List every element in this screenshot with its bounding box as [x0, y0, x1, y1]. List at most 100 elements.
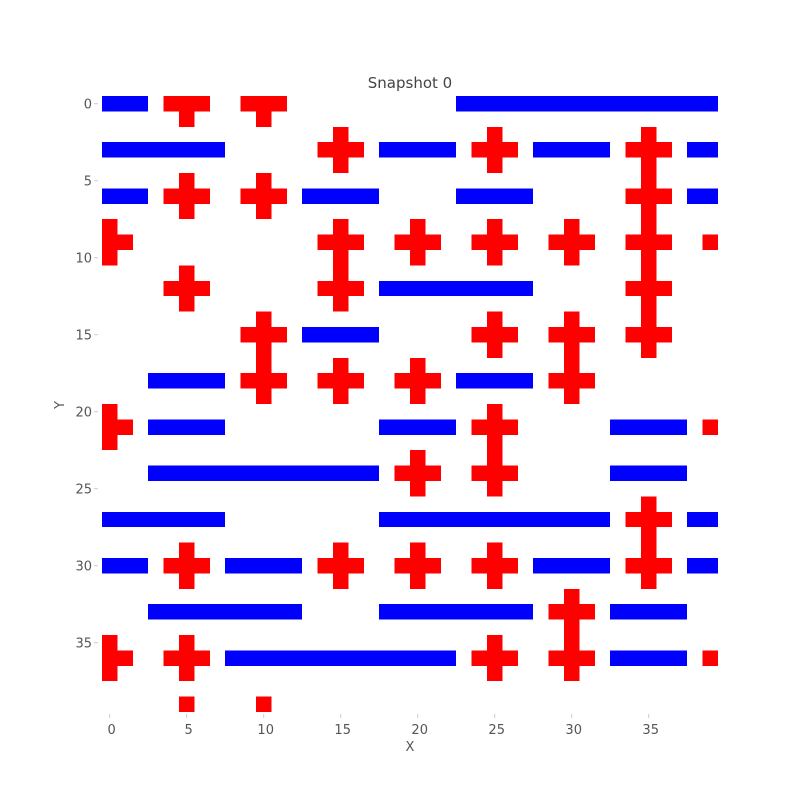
vertical-segment — [179, 96, 195, 127]
vertical-segment — [179, 696, 195, 712]
y-axis-ticks: 0 5 10 15 20 25 30 35 — [75, 98, 98, 652]
horizontal-segment — [610, 650, 688, 666]
y-tick-label: 30 — [75, 560, 92, 575]
vertical-segment — [102, 404, 118, 451]
vertical-segment — [410, 219, 426, 266]
vertical-segment — [410, 542, 426, 589]
vertical-segment — [102, 219, 118, 266]
cross-arm-cell — [240, 373, 256, 389]
horizontal-segment — [456, 96, 718, 112]
cross-arm-cell — [502, 234, 518, 250]
x-axis-label: X — [406, 740, 415, 755]
cross-arm-cell — [471, 650, 487, 666]
cross-arm-cell — [394, 234, 410, 250]
cross-arm-cell — [579, 650, 595, 666]
horizontal-segment — [302, 188, 380, 204]
vertical-segment — [102, 635, 118, 682]
horizontal-segment — [687, 511, 718, 528]
vertical-segment — [333, 219, 349, 312]
y-tick-label: 15 — [75, 329, 92, 344]
cross-arm-cell — [163, 558, 179, 574]
cross-arm-cell — [625, 558, 641, 574]
horizontal-segment — [102, 96, 149, 112]
vertical-segment — [256, 96, 272, 127]
y-axis-label: Y — [53, 401, 68, 410]
vertical-segment — [564, 588, 580, 682]
cross-arm-cell — [625, 188, 641, 204]
cross-arm-cell — [548, 234, 564, 250]
horizontal-segment — [533, 142, 611, 158]
cross-arm-cell — [163, 650, 179, 666]
cross-arm-cell — [502, 142, 518, 158]
cross-arm-cell — [394, 465, 410, 481]
horizontal-segment — [456, 188, 534, 204]
cross-arm-cell — [117, 419, 133, 435]
cross-arm-cell — [471, 558, 487, 574]
vertical-segment — [179, 173, 195, 220]
vertical-segment — [487, 542, 503, 589]
x-tick-label: 30 — [565, 723, 582, 738]
cross-arm-cell — [656, 511, 672, 528]
cross-arm-cell — [471, 465, 487, 481]
y-tick-label: 0 — [84, 98, 92, 113]
cross-arm-cell — [425, 234, 441, 250]
cross-arm-cell — [471, 327, 487, 343]
vertical-segment — [410, 450, 426, 497]
cross-arm-cell — [240, 96, 256, 112]
x-tick-label: 35 — [642, 723, 659, 738]
horizontal-segment — [610, 419, 688, 435]
cross-arm-cell — [117, 650, 133, 666]
vertical-segment — [564, 219, 580, 266]
cross-arm-cell — [656, 234, 672, 250]
vertical-segment — [333, 126, 349, 173]
cross-arm-cell — [317, 234, 333, 250]
cross-arm-cell — [656, 558, 672, 574]
cross-arm-cell — [579, 604, 595, 620]
cross-arm-cell — [471, 419, 487, 435]
cross-arm-cell — [502, 465, 518, 481]
vertical-segment — [333, 357, 349, 404]
horizontal-segment — [102, 142, 226, 158]
y-tick-label: 25 — [75, 483, 92, 498]
cross-arm-cell — [625, 234, 641, 250]
cross-arm-cell — [625, 280, 641, 297]
cross-arm-cell — [656, 280, 672, 297]
horizontal-segment — [379, 604, 534, 620]
cross-arm-cell — [579, 234, 595, 250]
x-tick-label: 25 — [488, 723, 505, 738]
x-tick-label: 0 — [108, 723, 116, 738]
cross-arm-cell — [271, 96, 287, 112]
horizontal-segment — [456, 373, 534, 389]
vertical-segment — [256, 173, 272, 220]
x-tick-label: 10 — [257, 723, 274, 738]
x-tick-label: 15 — [334, 723, 351, 738]
cross-arm-cell — [271, 188, 287, 204]
vertical-segment — [641, 496, 657, 589]
cross-arm-cell — [548, 650, 564, 666]
cross-arm-cell — [625, 142, 641, 158]
cross-arm-cell — [194, 558, 210, 574]
vertical-segment — [487, 219, 503, 266]
cross-arm-cell — [425, 373, 441, 389]
single-cell — [702, 650, 718, 666]
cross-arm-cell — [502, 558, 518, 574]
y-tick-label: 35 — [75, 637, 92, 652]
horizontal-segment — [379, 511, 611, 528]
cross-arm-cell — [271, 327, 287, 343]
chart-title: Snapshot 0 — [368, 74, 452, 92]
cross-arm-cell — [117, 234, 133, 250]
horizontal-segment — [102, 558, 149, 574]
cross-arm-cell — [194, 650, 210, 666]
cross-arm-cell — [471, 234, 487, 250]
cross-arm-cell — [163, 96, 179, 112]
horizontal-segment — [610, 465, 688, 481]
vertical-segment — [487, 635, 503, 682]
vertical-segment — [333, 542, 349, 589]
cross-arm-cell — [656, 327, 672, 343]
y-tick-label: 20 — [75, 406, 92, 421]
horizontal-segment — [148, 419, 226, 435]
cross-arm-cell — [502, 327, 518, 343]
x-tick-label: 5 — [185, 723, 193, 738]
vertical-segment — [179, 635, 195, 682]
horizontal-segment — [102, 188, 149, 204]
